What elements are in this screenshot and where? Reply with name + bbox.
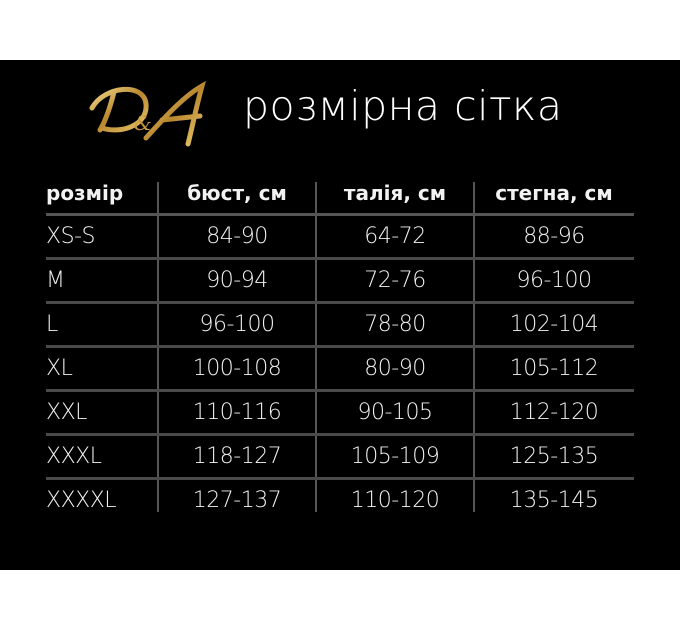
size-chart-panel: & розмірна сітка розмір бюст, см талія, … (0, 60, 680, 570)
cell-hips: 96-100 (516, 268, 592, 293)
table-row: L 96-100 78-80 102-104 (46, 304, 634, 348)
cell-hips: 102-104 (509, 312, 599, 337)
cell-waist: 72-76 (364, 268, 426, 293)
header-waist: талія, см (343, 180, 447, 205)
table-row: XXL 110-116 90-105 112-120 (46, 392, 634, 436)
cell-bust: 96-100 (199, 312, 275, 337)
cell-bust: 84-90 (206, 224, 268, 249)
header-size: розмір (46, 180, 124, 205)
size-table: розмір бюст, см талія, см стегна, см XS-… (46, 172, 634, 521)
table-row: XXXXL 127-137 110-120 135-145 (46, 480, 634, 521)
cell-size: XXXXL (46, 488, 117, 513)
cell-bust: 118-127 (192, 444, 282, 469)
table-row: XXXL 118-127 105-109 125-135 (46, 436, 634, 480)
cell-bust: 90-94 (206, 268, 268, 293)
cell-waist: 80-90 (364, 356, 426, 381)
cell-size: M (46, 268, 65, 293)
header-bust: бюст, см (187, 180, 287, 205)
page-title: розмірна сітка (243, 82, 563, 130)
cell-bust: 127-137 (192, 488, 282, 513)
cell-size: XXXL (46, 444, 102, 469)
header-hips: стегна, см (495, 180, 613, 205)
table-row: M 90-94 72-76 96-100 (46, 260, 634, 304)
table-header-row: розмір бюст, см талія, см стегна, см (46, 172, 634, 216)
cell-bust: 100-108 (192, 356, 282, 381)
table-row: XL 100-108 80-90 105-112 (46, 348, 634, 392)
cell-hips: 88-96 (523, 224, 585, 249)
cell-hips: 125-135 (509, 444, 599, 469)
cell-hips: 135-145 (509, 488, 599, 513)
brand-logo: & (89, 80, 206, 147)
cell-size: XS-S (46, 224, 95, 249)
cell-hips: 112-120 (509, 400, 599, 425)
cell-hips: 105-112 (509, 356, 599, 381)
cell-size: XL (46, 356, 73, 381)
cell-size: XXL (46, 400, 87, 425)
cell-waist: 90-105 (357, 400, 433, 425)
cell-waist: 110-120 (350, 488, 440, 513)
svg-text:&: & (134, 111, 152, 135)
cell-waist: 64-72 (364, 224, 426, 249)
cell-size: L (46, 312, 58, 337)
cell-waist: 78-80 (364, 312, 426, 337)
cell-bust: 110-116 (192, 400, 282, 425)
cell-waist: 105-109 (350, 444, 440, 469)
table-row: XS-S 84-90 64-72 88-96 (46, 216, 634, 260)
